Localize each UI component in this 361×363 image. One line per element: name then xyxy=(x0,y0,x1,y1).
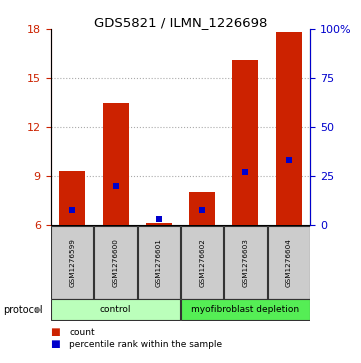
Text: GSM1276599: GSM1276599 xyxy=(69,238,75,287)
Text: GSM1276600: GSM1276600 xyxy=(113,238,118,287)
Bar xyxy=(59,171,85,225)
Bar xyxy=(232,60,258,225)
Bar xyxy=(276,32,302,225)
Text: ■: ■ xyxy=(51,339,60,349)
Bar xyxy=(103,102,129,225)
Bar xyxy=(51,226,93,299)
Bar xyxy=(224,226,267,299)
Text: GSM1276604: GSM1276604 xyxy=(286,238,292,287)
Bar xyxy=(181,226,223,299)
Bar xyxy=(189,192,215,225)
Text: GDS5821 / ILMN_1226698: GDS5821 / ILMN_1226698 xyxy=(94,16,267,29)
Text: GSM1276602: GSM1276602 xyxy=(199,238,205,287)
Text: GSM1276601: GSM1276601 xyxy=(156,238,162,287)
Bar xyxy=(138,226,180,299)
Bar xyxy=(51,299,180,320)
Text: ▶: ▶ xyxy=(36,305,42,314)
Text: percentile rank within the sample: percentile rank within the sample xyxy=(69,340,222,348)
Text: GSM1276603: GSM1276603 xyxy=(243,238,248,287)
Bar xyxy=(94,226,137,299)
Bar xyxy=(268,226,310,299)
Text: protocol: protocol xyxy=(4,305,43,315)
Text: myofibroblast depletion: myofibroblast depletion xyxy=(191,305,300,314)
Bar xyxy=(181,299,310,320)
Bar xyxy=(146,223,172,225)
Text: control: control xyxy=(100,305,131,314)
Text: ■: ■ xyxy=(51,327,60,337)
Text: count: count xyxy=(69,328,95,337)
